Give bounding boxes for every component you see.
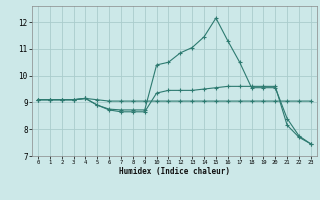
X-axis label: Humidex (Indice chaleur): Humidex (Indice chaleur) — [119, 167, 230, 176]
